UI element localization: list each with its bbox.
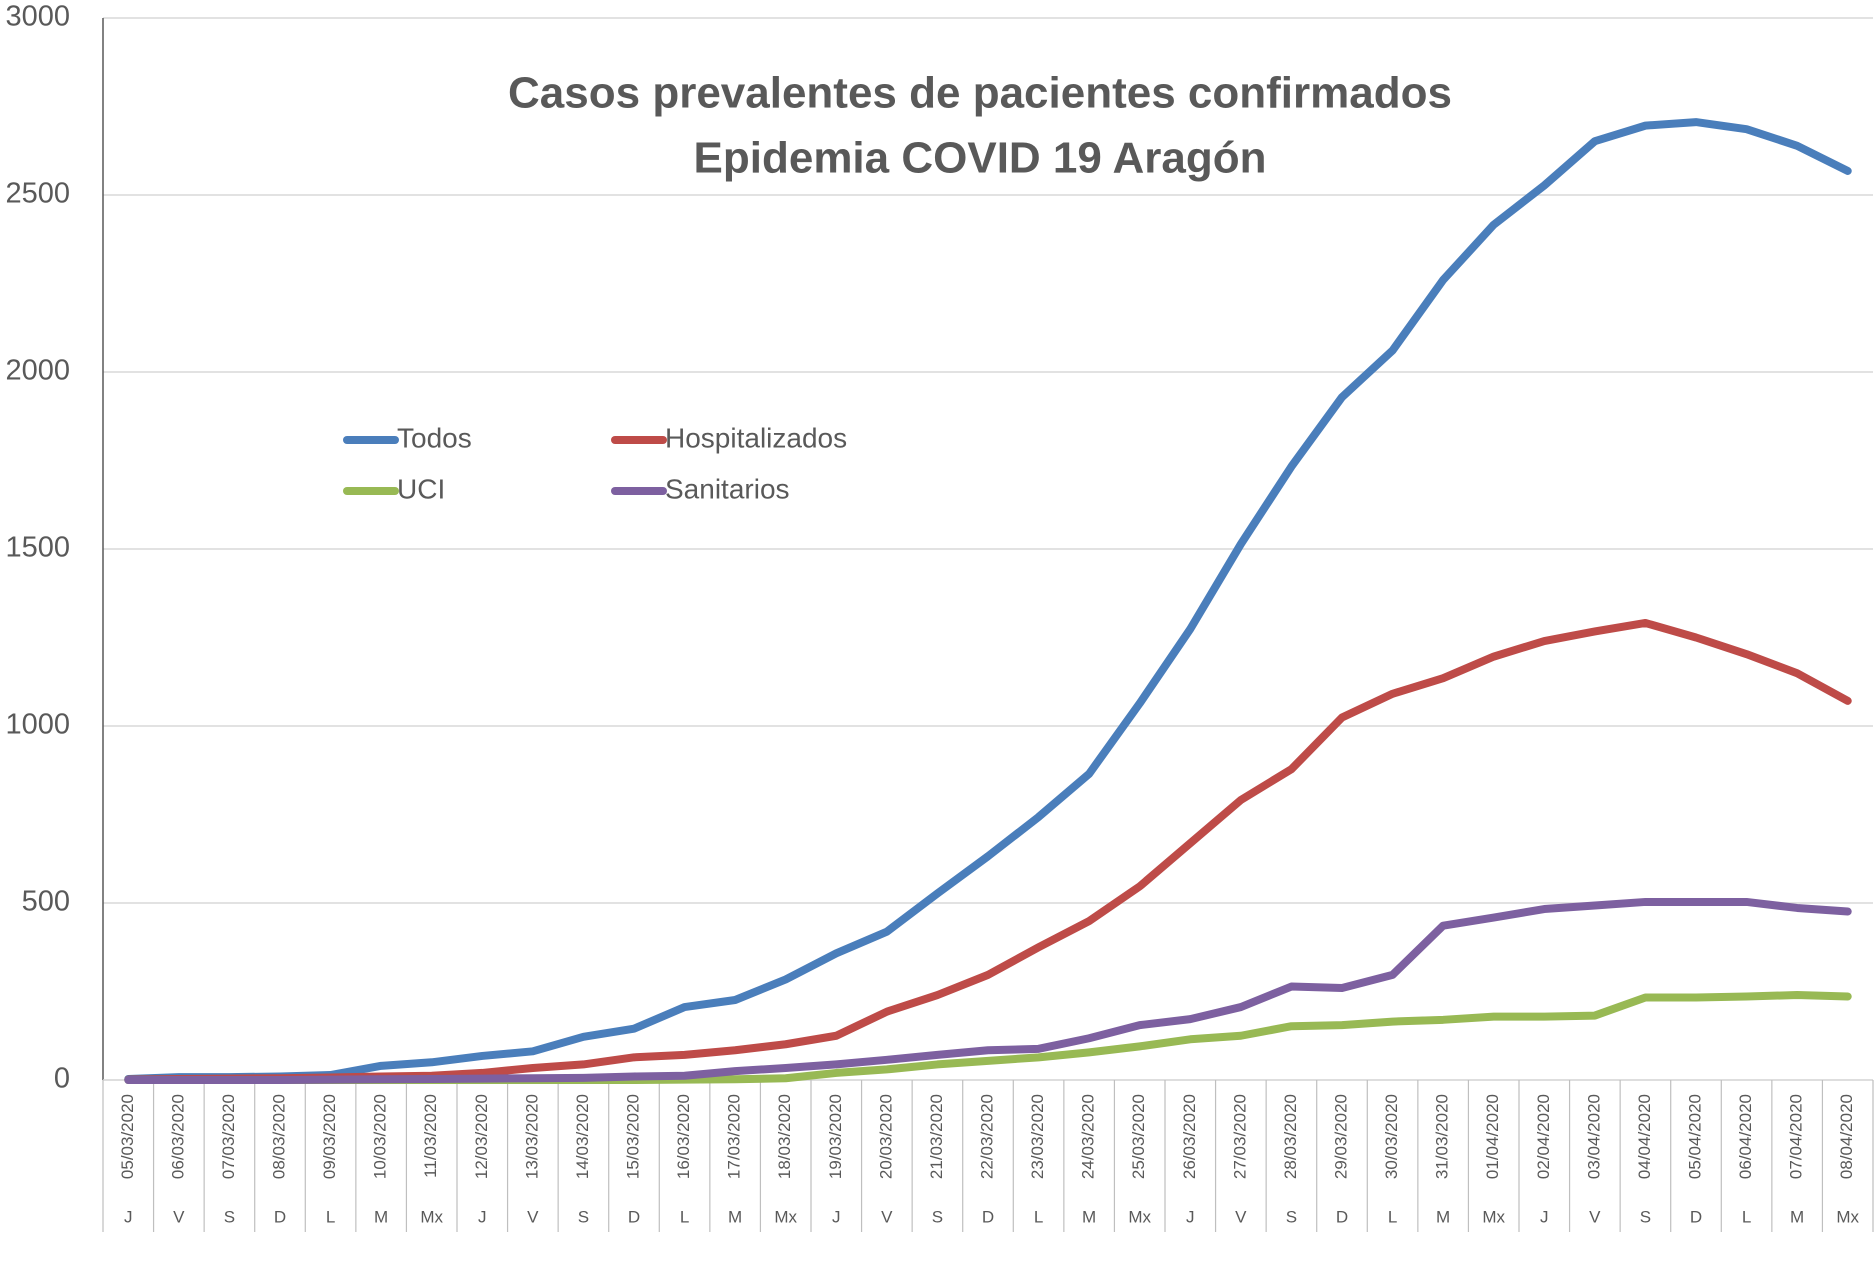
weekday-label: L — [1034, 1207, 1043, 1226]
weekday-label: M — [1790, 1207, 1804, 1226]
weekday-label: D — [982, 1207, 994, 1226]
weekday-label: J — [832, 1207, 841, 1226]
weekday-label: L — [1742, 1207, 1751, 1226]
y-tick-label: 500 — [22, 886, 70, 918]
weekday-label: S — [1286, 1207, 1297, 1226]
x-tick-label: 08/04/2020 — [1837, 1094, 1856, 1179]
weekday-label: V — [1589, 1207, 1601, 1226]
weekday-label: Mx — [1482, 1207, 1505, 1226]
y-tick-label: 1500 — [5, 532, 70, 564]
series-line — [124, 897, 1852, 1084]
weekday-label: M — [374, 1207, 388, 1226]
series-line — [124, 118, 1852, 1083]
weekday-label: L — [1388, 1207, 1397, 1226]
y-tick-label: 2000 — [5, 355, 70, 387]
x-tick-label: 15/03/2020 — [623, 1094, 642, 1179]
weekday-label: S — [932, 1207, 943, 1226]
x-tick-label: 31/03/2020 — [1433, 1094, 1452, 1179]
x-tick-label: 12/03/2020 — [472, 1094, 491, 1179]
x-tick-label: 10/03/2020 — [371, 1094, 390, 1179]
x-tick-label: 16/03/2020 — [674, 1094, 693, 1179]
x-tick-label: 24/03/2020 — [1079, 1094, 1098, 1179]
weekday-label: D — [628, 1207, 640, 1226]
x-tick-label: 07/04/2020 — [1787, 1094, 1806, 1179]
x-tick-label: 05/04/2020 — [1685, 1094, 1704, 1179]
x-tick-label: 18/03/2020 — [775, 1094, 794, 1179]
x-tick-label: 14/03/2020 — [573, 1094, 592, 1179]
y-tick-label: 2500 — [5, 178, 70, 210]
weekday-label: Mx — [1128, 1207, 1151, 1226]
weekday-label: S — [578, 1207, 589, 1226]
chart-title: Casos prevalentes de pacientes confirmad… — [508, 69, 1452, 118]
x-tick-label: 19/03/2020 — [826, 1094, 845, 1179]
weekday-label: S — [1640, 1207, 1651, 1226]
x-tick-label: 05/03/2020 — [118, 1094, 137, 1179]
x-tick-label: 04/04/2020 — [1635, 1094, 1654, 1179]
legend-label: Hospitalizados — [665, 422, 847, 453]
x-tick-label: 17/03/2020 — [725, 1094, 744, 1179]
x-tick-label: 28/03/2020 — [1281, 1094, 1300, 1179]
x-tick-label: 23/03/2020 — [1028, 1094, 1047, 1179]
y-tick-label: 0 — [54, 1063, 70, 1095]
legend-label: Todos — [397, 422, 472, 453]
x-tick-label: 03/04/2020 — [1584, 1094, 1603, 1179]
x-tick-label: 26/03/2020 — [1180, 1094, 1199, 1179]
weekday-label: Mx — [774, 1207, 797, 1226]
legend-label: UCI — [397, 473, 445, 504]
x-tick-label: 30/03/2020 — [1382, 1094, 1401, 1179]
weekday-label: M — [728, 1207, 742, 1226]
x-tick-label: 09/03/2020 — [320, 1094, 339, 1179]
x-tick-label: 25/03/2020 — [1129, 1094, 1148, 1179]
x-tick-label: 06/03/2020 — [168, 1094, 187, 1179]
weekday-label: Mx — [420, 1207, 443, 1226]
weekday-label: D — [1690, 1207, 1702, 1226]
weekday-label: D — [274, 1207, 286, 1226]
x-tick-label: 22/03/2020 — [977, 1094, 996, 1179]
weekday-label: V — [527, 1207, 539, 1226]
weekday-label: L — [680, 1207, 689, 1226]
x-tick-label: 29/03/2020 — [1331, 1094, 1350, 1179]
x-tick-label: 08/03/2020 — [269, 1094, 288, 1179]
weekday-label: J — [1186, 1207, 1195, 1226]
weekday-label: V — [173, 1207, 185, 1226]
x-tick-label: 06/04/2020 — [1736, 1094, 1755, 1179]
weekday-label: V — [881, 1207, 893, 1226]
weekday-label: S — [224, 1207, 235, 1226]
y-tick-label: 3000 — [5, 1, 70, 33]
weekday-label: M — [1082, 1207, 1096, 1226]
x-tick-label: 02/04/2020 — [1534, 1094, 1553, 1179]
weekday-label: M — [1436, 1207, 1450, 1226]
weekday-label: L — [326, 1207, 335, 1226]
weekday-label: Mx — [1836, 1207, 1859, 1226]
x-tick-label: 07/03/2020 — [219, 1094, 238, 1179]
weekday-label: D — [1336, 1207, 1348, 1226]
x-tick-label: 27/03/2020 — [1230, 1094, 1249, 1179]
x-tick-label: 20/03/2020 — [876, 1094, 895, 1179]
weekday-label: J — [124, 1207, 133, 1226]
x-tick-label: 13/03/2020 — [522, 1094, 541, 1179]
weekday-label: J — [1540, 1207, 1549, 1226]
chart-subtitle: Epidemia COVID 19 Aragón — [694, 134, 1267, 183]
x-tick-label: 01/04/2020 — [1483, 1094, 1502, 1179]
weekday-label: V — [1235, 1207, 1247, 1226]
x-tick-label: 21/03/2020 — [927, 1094, 946, 1179]
x-tick-label: 11/03/2020 — [421, 1094, 440, 1178]
weekday-label: J — [478, 1207, 487, 1226]
legend-label: Sanitarios — [665, 473, 790, 504]
y-tick-label: 1000 — [5, 709, 70, 741]
